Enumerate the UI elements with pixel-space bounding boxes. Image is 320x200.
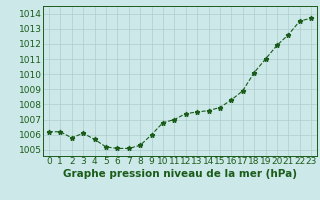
X-axis label: Graphe pression niveau de la mer (hPa): Graphe pression niveau de la mer (hPa) [63, 169, 297, 179]
